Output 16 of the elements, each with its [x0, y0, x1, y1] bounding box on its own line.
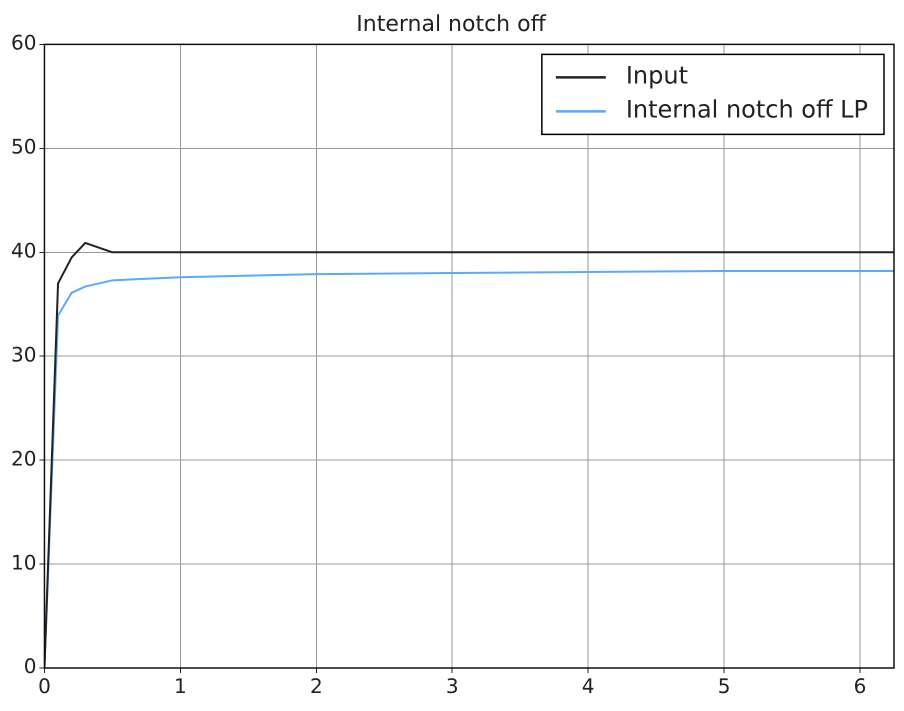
legend-label: Input — [626, 62, 688, 90]
y-tick-label: 10 — [10, 550, 36, 574]
y-tick-label: 50 — [10, 134, 36, 159]
x-tick-label: 4 — [582, 674, 595, 698]
y-tick-label: 20 — [10, 446, 36, 470]
y-tick-label: 40 — [10, 238, 36, 262]
x-tick-label: 2 — [310, 674, 323, 698]
y-tick-label: 60 — [10, 30, 36, 55]
x-tick-label: 1 — [174, 674, 187, 698]
y-tick-label: 0 — [24, 654, 36, 678]
x-tick-label: 5 — [718, 674, 730, 698]
x-tick-label: 3 — [446, 674, 459, 698]
x-tick-label: 6 — [854, 674, 866, 698]
chart-title: Internal notch off — [356, 12, 547, 37]
legend-label: Internal notch off LP — [626, 96, 868, 124]
y-tick-label: 30 — [10, 342, 36, 366]
